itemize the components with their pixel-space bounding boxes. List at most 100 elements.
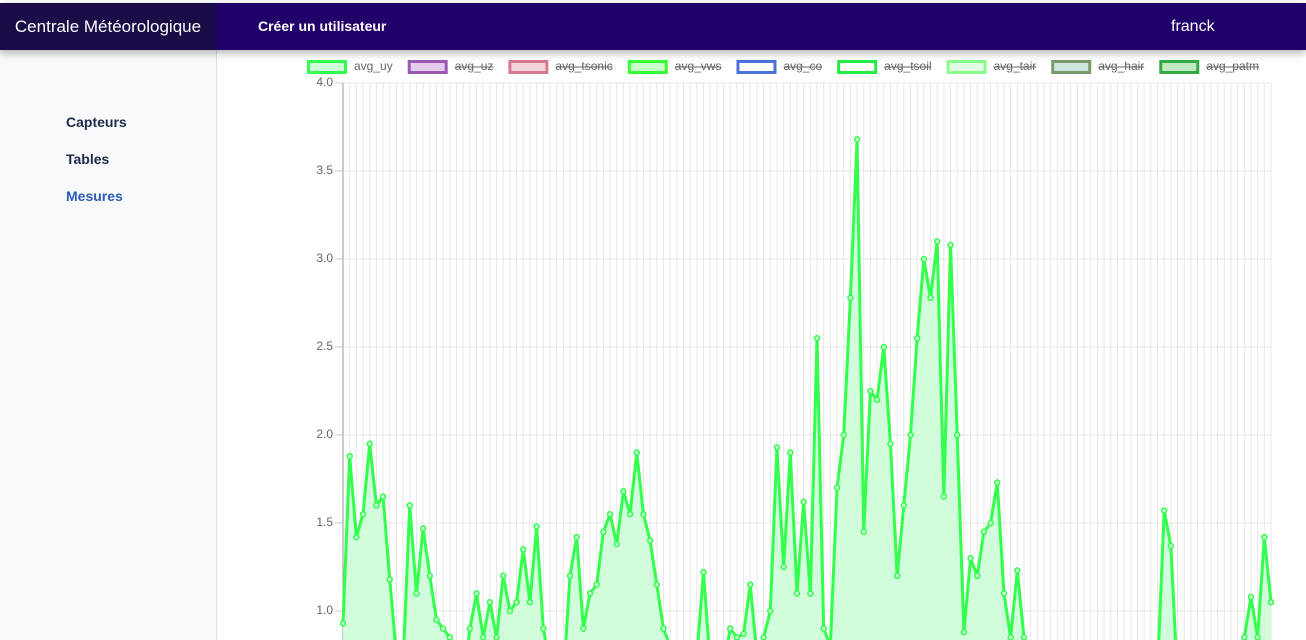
data-point bbox=[473, 590, 480, 597]
data-point bbox=[359, 510, 367, 518]
data-point bbox=[586, 590, 594, 597]
data-point bbox=[1007, 634, 1014, 640]
data-point bbox=[513, 598, 520, 606]
legend-item[interactable]: avg_tsoil bbox=[837, 59, 932, 74]
data-point bbox=[907, 431, 914, 439]
data-point bbox=[633, 449, 641, 456]
data-point bbox=[499, 572, 507, 580]
data-point bbox=[820, 625, 827, 632]
legend-label: avg_patm bbox=[1206, 59, 1259, 73]
y-tick-label: 3.5 bbox=[316, 163, 333, 177]
data-point bbox=[526, 598, 534, 606]
data-point bbox=[1254, 634, 1261, 640]
data-point bbox=[887, 440, 894, 448]
data-point bbox=[1267, 598, 1275, 606]
legend-item[interactable]: avg_co bbox=[736, 59, 823, 74]
data-point bbox=[940, 493, 948, 500]
data-point bbox=[987, 519, 994, 527]
legend-label: avg_tsonic bbox=[555, 59, 612, 73]
data-point bbox=[700, 569, 707, 576]
data-point bbox=[880, 343, 888, 351]
data-point bbox=[813, 334, 821, 342]
y-tick-label: 2.0 bbox=[316, 427, 333, 441]
data-point bbox=[853, 136, 861, 143]
data-point bbox=[733, 634, 741, 640]
data-point bbox=[847, 294, 854, 301]
data-point bbox=[339, 620, 347, 627]
legend-label: avg_tsoil bbox=[884, 59, 931, 73]
sidebar-link[interactable]: Tables bbox=[66, 151, 110, 167]
data-point bbox=[807, 590, 814, 597]
legend-swatch bbox=[627, 60, 668, 74]
y-tick-label: 1.5 bbox=[316, 515, 333, 529]
legend-item[interactable]: avg_hair bbox=[1051, 59, 1145, 74]
data-point bbox=[479, 634, 487, 640]
data-point bbox=[767, 607, 774, 615]
legend-label: avg_uy bbox=[354, 59, 393, 73]
legend-item[interactable]: avg_uy bbox=[307, 59, 393, 74]
legend-item[interactable]: avg_uz bbox=[407, 59, 494, 74]
data-point bbox=[1160, 507, 1168, 514]
data-point bbox=[573, 533, 580, 541]
data-point bbox=[920, 255, 928, 263]
data-point bbox=[366, 440, 373, 448]
data-point bbox=[893, 572, 901, 580]
data-point bbox=[486, 598, 494, 606]
data-point bbox=[353, 533, 360, 541]
data-point bbox=[800, 498, 807, 506]
legend-swatch bbox=[736, 60, 777, 74]
legend-label: avg_tair bbox=[994, 59, 1037, 73]
legend-swatch bbox=[946, 60, 987, 74]
data-point bbox=[973, 572, 981, 580]
data-point bbox=[760, 634, 767, 640]
legend-item[interactable]: avg_patm bbox=[1159, 59, 1259, 74]
legend-swatch bbox=[307, 60, 347, 74]
sidebar-link[interactable]: Mesures bbox=[66, 188, 123, 204]
data-point bbox=[933, 238, 941, 245]
data-point bbox=[1020, 634, 1028, 640]
data-point bbox=[787, 449, 794, 456]
data-point bbox=[600, 528, 607, 536]
data-point bbox=[960, 628, 968, 636]
series-line bbox=[341, 137, 1273, 640]
data-point bbox=[373, 502, 380, 509]
legend-item[interactable]: avg_tsonic bbox=[508, 59, 613, 74]
data-point bbox=[780, 563, 787, 571]
data-point bbox=[793, 590, 801, 597]
data-point bbox=[439, 625, 447, 632]
y-tick-label: 2.5 bbox=[316, 339, 333, 353]
legend-item[interactable]: avg_vws bbox=[627, 59, 722, 74]
data-point bbox=[1241, 634, 1248, 640]
legend-label: avg_uz bbox=[455, 59, 494, 73]
data-point bbox=[406, 502, 414, 509]
data-point bbox=[953, 431, 961, 439]
nav-link[interactable]: Créer un utilisateur bbox=[258, 18, 387, 34]
sidebar-link[interactable]: Capteurs bbox=[66, 114, 127, 130]
data-point bbox=[446, 634, 454, 640]
data-point bbox=[726, 625, 734, 632]
data-point bbox=[613, 540, 620, 548]
data-point bbox=[419, 525, 427, 532]
data-point bbox=[1261, 533, 1268, 541]
data-point bbox=[533, 523, 540, 530]
data-point bbox=[520, 546, 527, 553]
data-point bbox=[840, 431, 847, 439]
data-point bbox=[566, 572, 574, 580]
legend-swatch bbox=[837, 60, 878, 74]
data-point bbox=[1247, 593, 1255, 601]
y-tick-label: 3.0 bbox=[316, 251, 333, 265]
data-point bbox=[1000, 590, 1008, 597]
legend-label: avg_co bbox=[783, 59, 822, 73]
data-point bbox=[346, 452, 353, 460]
data-point bbox=[386, 576, 393, 583]
brand[interactable]: Centrale Météorologique bbox=[0, 3, 216, 50]
user-menu[interactable]: franck bbox=[1171, 18, 1215, 35]
data-point bbox=[740, 630, 747, 638]
data-point bbox=[493, 634, 500, 640]
legend-item[interactable]: avg_tair bbox=[946, 59, 1037, 74]
y-tick-label: 1.0 bbox=[316, 603, 333, 617]
navbar: Centrale Météorologique Créer un utilisa… bbox=[0, 3, 1306, 50]
data-point bbox=[653, 581, 661, 588]
legend-label: avg_vws bbox=[675, 59, 722, 73]
